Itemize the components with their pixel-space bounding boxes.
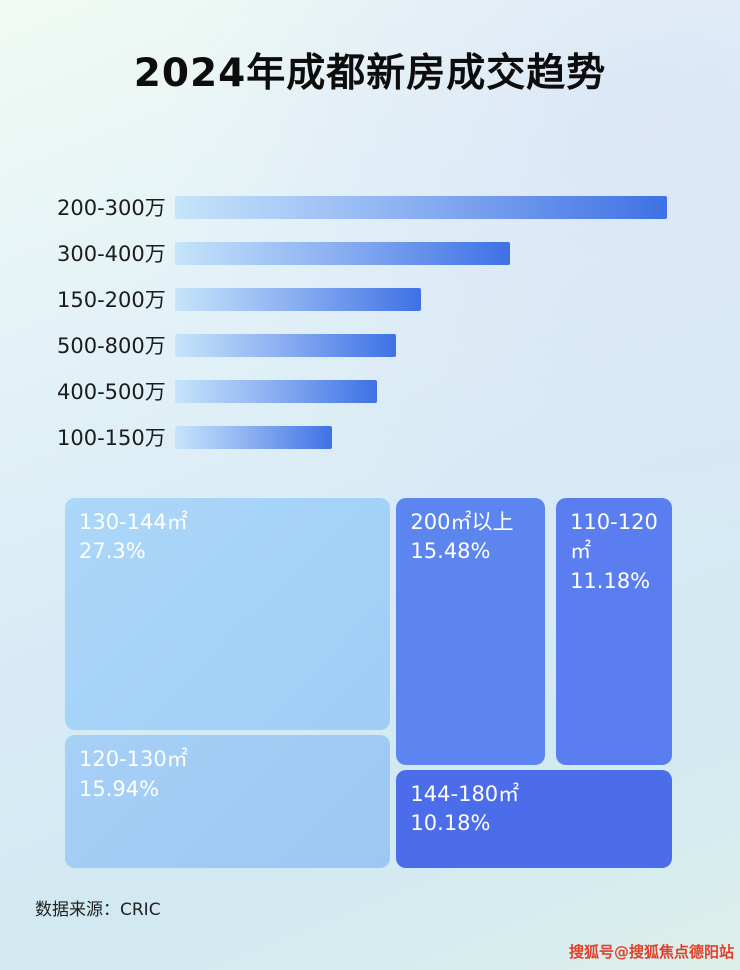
bar [175, 379, 377, 403]
treemap-box-value: 15.94% [79, 776, 160, 801]
treemap-box-label: 200㎡以上 [410, 510, 514, 534]
watermark-text: 搜狐号@搜狐焦点德阳站 [568, 943, 734, 961]
bar-row: 200-300万 [57, 184, 697, 230]
bar-category-label: 400-500万 [57, 380, 166, 404]
bar-category-label: 100-150万 [57, 426, 166, 450]
treemap-box-144-180: 144-180㎡ 10.18% [396, 769, 672, 868]
bar-category-label: 150-200万 [57, 288, 166, 312]
data-source-label: 数据来源：CRIC [35, 900, 161, 920]
bar-row: 400-500万 [57, 368, 697, 414]
bar-category-label: 300-400万 [57, 242, 166, 266]
bar-track [175, 195, 667, 219]
page-title: 2024年成都新房成交趋势 [133, 51, 607, 96]
bar [175, 195, 667, 219]
treemap-box-value: 10.18% [410, 811, 491, 836]
bar-track [175, 333, 667, 357]
treemap-box-120-130: 120-130㎡ 15.94% [65, 735, 390, 868]
bar [175, 333, 397, 357]
treemap-box-label: 110-120㎡ [570, 510, 658, 564]
bar-category-label: 500-800万 [57, 334, 166, 358]
bar-row: 300-400万 [57, 230, 697, 276]
bar-chart: 200-300万 300-400万 150-200万 500-800万 400-500万… [57, 184, 697, 460]
treemap-box-200-plus: 200㎡以上 15.48% [396, 498, 546, 766]
treemap-box-130-144: 130-144㎡ 27.3% [65, 498, 390, 730]
bar-track [175, 379, 667, 403]
bar [175, 287, 421, 311]
bar-track [175, 241, 667, 265]
treemap: 130-144㎡ 27.3% 200㎡以上 15.48% 110-120㎡ 11… [65, 498, 672, 868]
bar-row: 100-150万 [57, 414, 697, 460]
bar-row: 500-800万 [57, 322, 697, 368]
bar-category-label: 200-300万 [57, 196, 166, 220]
treemap-box-label: 130-144㎡ [79, 510, 188, 534]
treemap-box-label: 144-180㎡ [410, 781, 520, 806]
bar [175, 241, 510, 265]
treemap-box-value: 27.3% [79, 539, 146, 564]
bar-track [175, 425, 667, 449]
bar [175, 425, 333, 449]
treemap-box-110-120: 110-120㎡ 11.18% [556, 498, 672, 766]
bar-row: 150-200万 [57, 276, 697, 322]
treemap-box-value: 11.18% [570, 568, 651, 593]
bar-track [175, 287, 667, 311]
treemap-box-value: 15.48% [410, 539, 491, 564]
treemap-box-label: 120-130㎡ [79, 747, 188, 772]
